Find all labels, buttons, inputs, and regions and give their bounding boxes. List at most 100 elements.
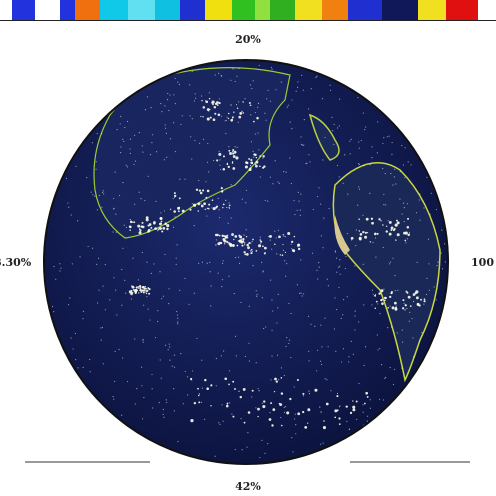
light-dot	[262, 270, 264, 272]
light-dot	[307, 408, 311, 412]
light-dot	[403, 207, 405, 209]
light-dot	[256, 116, 259, 120]
light-dot	[218, 216, 221, 219]
light-dot	[115, 231, 117, 233]
light-dot	[390, 172, 392, 175]
light-dot	[279, 254, 282, 256]
light-dot	[173, 410, 175, 412]
light-dot	[255, 250, 258, 252]
light-dot	[226, 402, 229, 405]
light-dot	[168, 288, 170, 290]
light-dot	[70, 214, 72, 216]
light-dot	[373, 232, 377, 236]
light-dot	[315, 76, 317, 78]
light-dot	[222, 167, 226, 171]
light-dot	[259, 239, 262, 241]
light-dot	[296, 284, 299, 286]
light-dot	[406, 225, 410, 229]
light-dot	[230, 104, 232, 106]
light-dot	[284, 251, 286, 253]
light-dot	[310, 323, 312, 325]
light-dot	[269, 176, 271, 178]
light-dot	[260, 242, 262, 244]
light-dot	[428, 263, 430, 265]
light-dot	[377, 303, 379, 305]
light-dot	[130, 298, 132, 300]
light-dot	[177, 210, 180, 213]
light-dot	[145, 292, 148, 295]
light-dot	[262, 166, 265, 169]
light-dot	[334, 416, 337, 419]
light-dot	[377, 349, 379, 351]
light-dot	[393, 228, 396, 230]
light-dot	[122, 247, 124, 249]
light-dot	[222, 155, 225, 158]
light-dot	[322, 426, 327, 430]
light-dot	[258, 102, 260, 104]
light-dot	[157, 320, 159, 323]
light-dot	[352, 405, 356, 409]
light-dot	[193, 401, 197, 405]
continents	[93, 67, 441, 383]
light-dot	[358, 321, 360, 323]
light-dot	[369, 164, 371, 166]
light-dot	[122, 138, 124, 141]
light-dot	[379, 313, 381, 315]
light-dot	[277, 181, 279, 183]
light-dot	[163, 416, 165, 418]
light-dot	[394, 223, 398, 227]
light-dot	[286, 263, 288, 265]
light-dot	[274, 243, 276, 246]
light-dot	[249, 165, 252, 167]
light-dot	[358, 382, 360, 385]
light-dot	[194, 93, 196, 95]
light-dot	[195, 97, 197, 99]
light-dot	[286, 336, 288, 339]
light-dot	[142, 151, 144, 153]
light-dot	[268, 418, 272, 421]
light-dot	[219, 241, 221, 243]
light-dot	[174, 77, 176, 80]
light-dot	[128, 290, 133, 294]
light-dot	[278, 402, 281, 405]
light-dot	[308, 360, 310, 362]
light-dot	[208, 171, 210, 173]
light-dot	[197, 387, 199, 390]
light-dot	[236, 75, 238, 77]
light-dot	[252, 156, 254, 158]
light-dot	[217, 242, 221, 246]
light-dot	[302, 89, 305, 91]
light-dot	[142, 341, 144, 343]
light-dot	[162, 408, 164, 411]
light-dot	[202, 106, 206, 109]
light-dot	[349, 153, 351, 155]
light-dot	[316, 195, 319, 198]
light-dot	[145, 287, 147, 290]
light-dot	[166, 99, 169, 101]
light-dot	[318, 187, 320, 189]
light-dot	[394, 290, 396, 292]
light-dot	[286, 411, 290, 415]
light-dot	[190, 419, 194, 423]
light-dot	[179, 289, 181, 291]
light-dot	[407, 217, 410, 220]
light-dot	[316, 269, 318, 271]
light-dot	[169, 359, 171, 361]
light-dot	[154, 227, 157, 231]
light-dot	[160, 220, 163, 223]
light-dot	[198, 401, 201, 404]
light-dot	[284, 260, 286, 262]
light-dot	[283, 374, 285, 377]
light-dot	[407, 233, 410, 237]
light-dot	[228, 242, 232, 246]
light-dot	[252, 80, 254, 82]
light-dot	[90, 191, 92, 193]
light-dot	[221, 404, 223, 406]
light-dot	[95, 161, 97, 163]
light-dot	[363, 165, 365, 167]
light-dot	[270, 279, 272, 281]
light-dot	[148, 292, 151, 295]
light-dot	[388, 135, 390, 137]
light-dot	[118, 194, 121, 197]
light-dot	[164, 124, 166, 126]
